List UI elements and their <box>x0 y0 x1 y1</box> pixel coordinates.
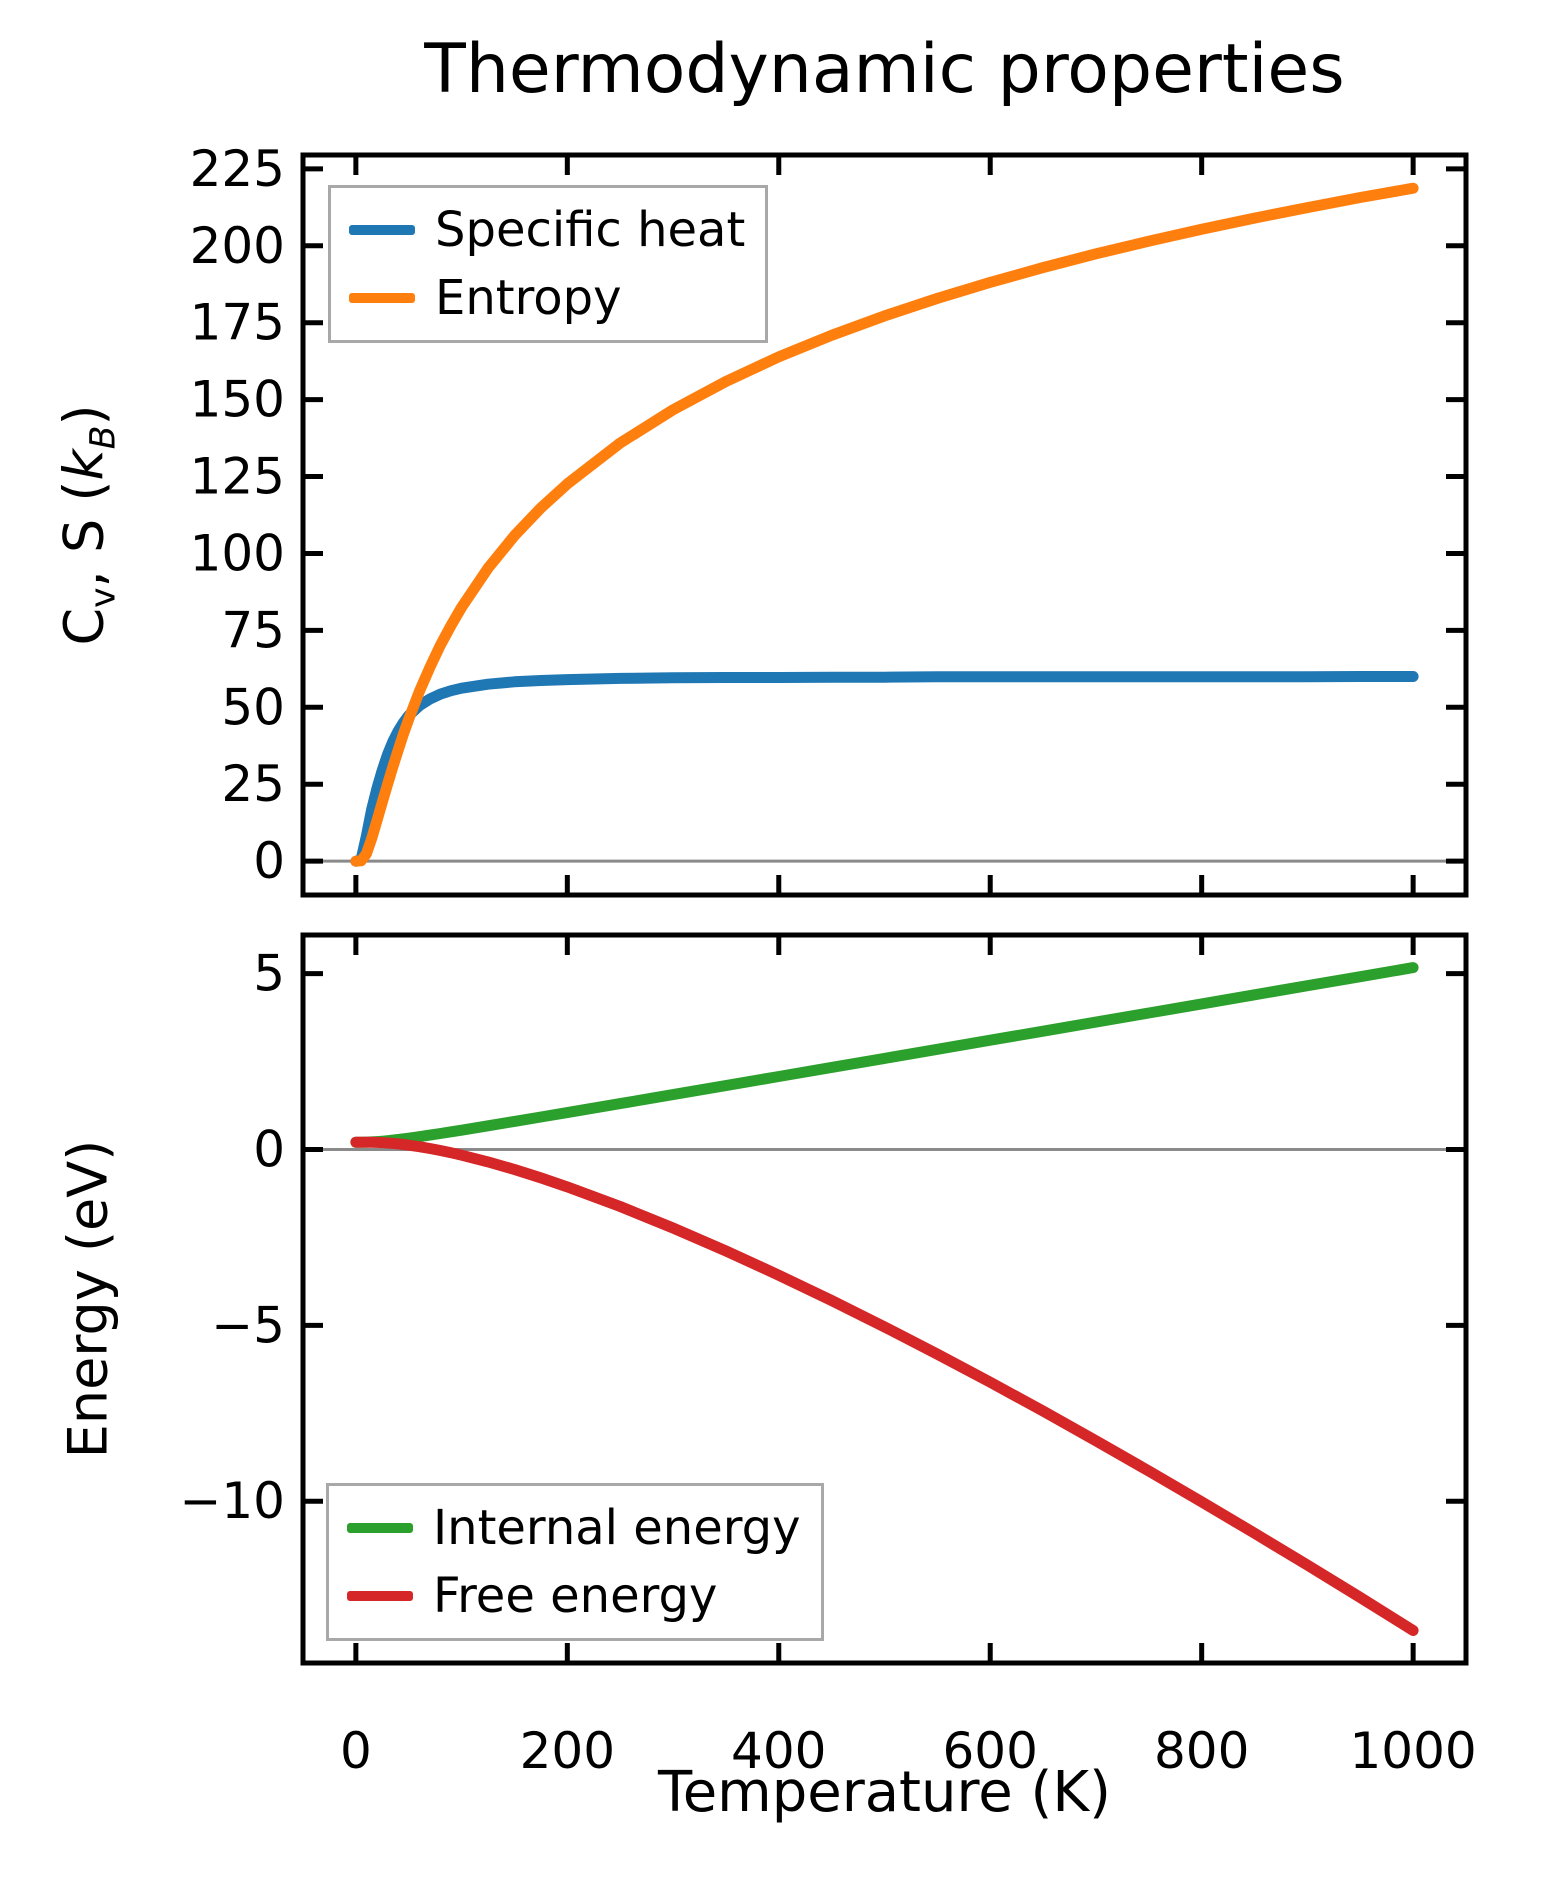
x-tick-label: 200 <box>520 1722 615 1780</box>
legend-label-free-energy: Free energy <box>433 1568 718 1624</box>
y-tick-label: 125 <box>190 448 285 506</box>
legend-item-entropy: Entropy <box>349 268 745 328</box>
bottom-series-internal-energy <box>350 962 1419 1148</box>
ylabel-top-c: C <box>52 607 116 646</box>
legend-label-internal-energy: Internal energy <box>433 1500 801 1556</box>
y-tick-label: −10 <box>179 1472 285 1530</box>
bottom-spines <box>300 932 1469 1666</box>
legend-item-free-energy: Free energy <box>347 1566 801 1626</box>
x-tick-label: 800 <box>1154 1722 1249 1780</box>
top-series-specific-heat <box>350 671 1419 867</box>
chart-title: Thermodynamic properties <box>424 30 1345 109</box>
kb-symbol: kB <box>52 426 124 481</box>
y-tick-label: 25 <box>221 755 285 813</box>
x-axis-label: Temperature (K) <box>658 1760 1111 1825</box>
top-spines <box>300 152 1469 898</box>
legend-top: Specific heat Entropy <box>328 185 769 343</box>
bottom-series-free-energy <box>350 1136 1419 1636</box>
x-tick-label: 600 <box>943 1722 1038 1780</box>
y-tick-label: 5 <box>253 945 285 1003</box>
internal-energy-line-swatch <box>347 1523 413 1533</box>
ylabel-top-k-sub: B <box>83 425 124 450</box>
x-tick-label: 1000 <box>1350 1722 1477 1780</box>
legend-bottom: Internal energy Free energy <box>326 1483 824 1641</box>
entropy-line-swatch <box>349 293 415 303</box>
y-tick-label: −5 <box>211 1296 285 1354</box>
y-tick-label: 100 <box>190 524 285 582</box>
y-tick-label: 200 <box>190 217 285 275</box>
ylabel-top-mid: , S ( <box>52 480 116 588</box>
y-tick-label: 150 <box>190 371 285 429</box>
legend-item-internal-energy: Internal energy <box>347 1498 801 1558</box>
y-tick-label: 175 <box>190 294 285 352</box>
y-tick-label: 75 <box>221 601 285 659</box>
y-tick-label: 0 <box>253 1121 285 1179</box>
specific-heat-line-swatch <box>349 225 415 235</box>
ylabel-top-k: k <box>52 449 116 481</box>
y-tick-label: 50 <box>221 678 285 736</box>
top-series-entropy <box>350 182 1419 867</box>
x-tick-label: 0 <box>340 1722 372 1780</box>
y-tick-label: 225 <box>190 140 285 198</box>
legend-label-entropy: Entropy <box>435 270 622 326</box>
bottom-y-axis-label: Energy (eV) <box>56 1139 120 1459</box>
free-energy-line-swatch <box>347 1591 413 1601</box>
ylabel-top-close: ) <box>52 404 116 426</box>
y-tick-label: 0 <box>253 832 285 890</box>
top-y-axis-label: Cv, S (kB) <box>53 404 124 645</box>
ylabel-top-c-sub: v <box>83 587 124 608</box>
legend-item-specific-heat: Specific heat <box>349 200 745 260</box>
x-tick-label: 400 <box>731 1722 826 1780</box>
legend-label-specific-heat: Specific heat <box>435 202 746 258</box>
